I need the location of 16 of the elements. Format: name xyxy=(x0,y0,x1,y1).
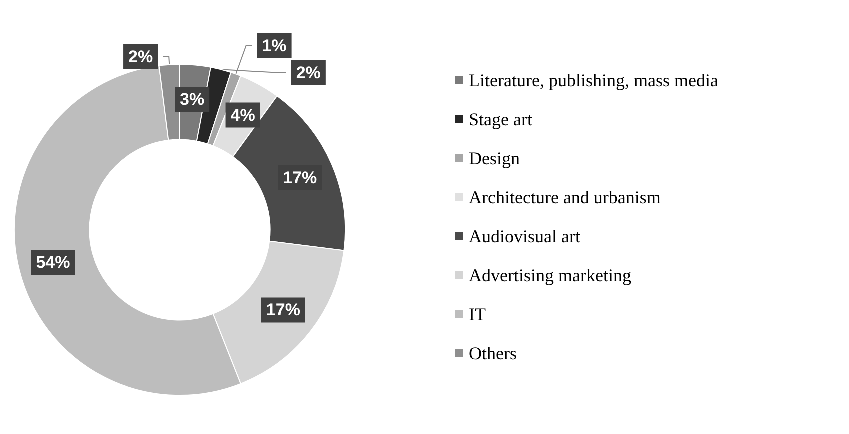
legend-label: Stage art xyxy=(469,110,532,130)
data-label: 2% xyxy=(128,47,154,66)
data-label: 4% xyxy=(230,106,256,125)
data-label: 17% xyxy=(266,300,300,320)
data-label: 54% xyxy=(36,253,70,272)
legend-label: Literature, publishing, mass media xyxy=(469,70,718,90)
legend-label: Design xyxy=(469,148,520,168)
legend-label: Others xyxy=(469,344,517,364)
data-label: 2% xyxy=(296,64,321,83)
legend-label: Architecture and urbanism xyxy=(469,188,661,208)
data-label: 17% xyxy=(283,168,318,188)
legend-label: Advertising marketing xyxy=(469,266,632,286)
legend-label: Audiovisual art xyxy=(469,226,580,246)
data-label: 3% xyxy=(180,90,205,110)
data-label: 1% xyxy=(262,36,287,56)
legend-label: IT xyxy=(469,304,486,324)
